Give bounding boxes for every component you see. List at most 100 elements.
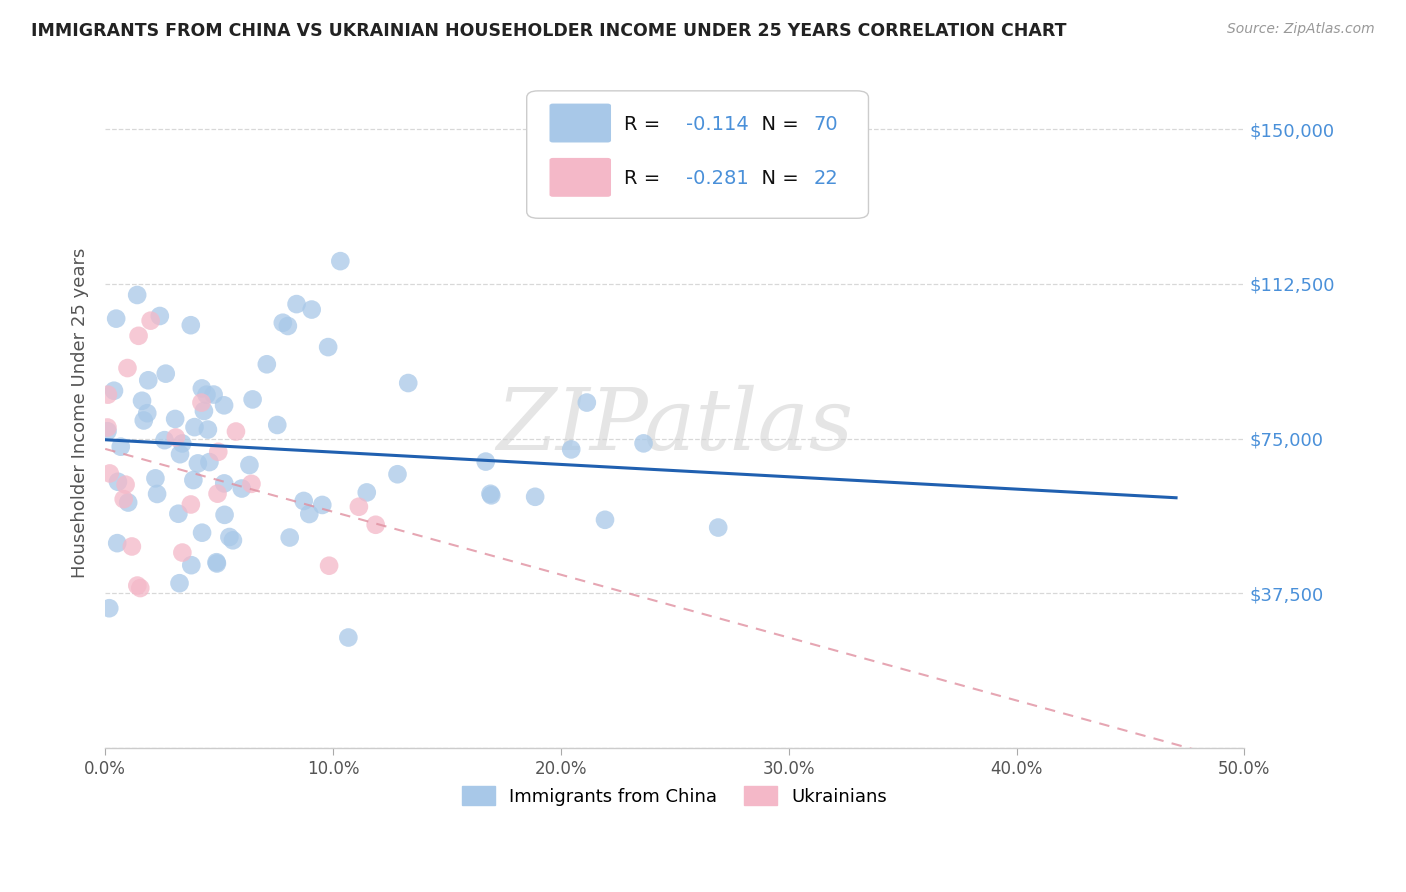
Point [198, 455, 221, 469]
Point [172, 545, 194, 559]
Point [112, 492, 135, 507]
Point [212, 476, 235, 491]
Point [205, 555, 228, 569]
Point [190, 395, 212, 409]
Point [207, 445, 229, 459]
FancyBboxPatch shape [550, 103, 612, 143]
Point [633, 436, 655, 450]
Point [128, 328, 150, 343]
Text: -0.114: -0.114 [686, 115, 749, 134]
Point [238, 458, 260, 472]
Point [218, 530, 240, 544]
Point [195, 387, 218, 401]
Point [240, 476, 263, 491]
Point [114, 477, 136, 491]
Point [183, 420, 205, 434]
Point [139, 313, 162, 327]
Point [180, 318, 202, 333]
Point [136, 373, 159, 387]
Point [96, 420, 118, 434]
Text: R =: R = [623, 169, 666, 187]
Text: 22: 22 [814, 169, 838, 187]
Point [356, 485, 378, 500]
Point [169, 447, 191, 461]
Text: R =: R = [623, 115, 666, 134]
Point [256, 357, 278, 371]
Text: Source: ZipAtlas.com: Source: ZipAtlas.com [1227, 22, 1375, 37]
Point [593, 513, 616, 527]
Point [131, 393, 153, 408]
Point [98, 467, 121, 481]
Point [149, 309, 172, 323]
Point [127, 288, 149, 302]
Point [165, 430, 187, 444]
Point [242, 392, 264, 407]
Point [222, 533, 245, 548]
Point [110, 440, 132, 454]
Point [136, 406, 159, 420]
Point [277, 318, 299, 333]
Point [132, 413, 155, 427]
Point [337, 631, 360, 645]
Point [207, 486, 229, 500]
Point [169, 576, 191, 591]
Text: IMMIGRANTS FROM CHINA VS UKRAINIAN HOUSEHOLDER INCOME UNDER 25 YEARS CORRELATION: IMMIGRANTS FROM CHINA VS UKRAINIAN HOUSE… [31, 22, 1066, 40]
Point [121, 540, 143, 554]
Point [153, 433, 176, 447]
Point [197, 423, 219, 437]
Point [107, 475, 129, 489]
Point [180, 498, 202, 512]
Legend: Immigrants from China, Ukrainians: Immigrants from China, Ukrainians [456, 779, 894, 813]
Point [172, 436, 194, 450]
Point [202, 387, 225, 401]
Point [212, 398, 235, 412]
Point [129, 581, 152, 595]
Text: N =: N = [749, 115, 804, 134]
Point [266, 417, 288, 432]
Point [316, 340, 339, 354]
Point [318, 558, 340, 573]
Point [364, 517, 387, 532]
Point [117, 361, 139, 376]
Point [285, 297, 308, 311]
Text: ZIPatlas: ZIPatlas [496, 384, 853, 467]
Point [97, 387, 120, 401]
FancyBboxPatch shape [527, 91, 869, 219]
Point [183, 473, 205, 487]
FancyBboxPatch shape [550, 158, 612, 197]
Point [396, 376, 419, 390]
Point [167, 507, 190, 521]
Text: N =: N = [749, 169, 804, 187]
Text: 70: 70 [814, 115, 838, 134]
Point [127, 578, 149, 592]
Point [479, 487, 502, 501]
Point [347, 500, 370, 514]
Point [205, 557, 228, 571]
Point [292, 494, 315, 508]
Point [387, 467, 409, 482]
Point [298, 507, 321, 521]
Point [155, 367, 177, 381]
Point [165, 412, 187, 426]
Point [524, 490, 547, 504]
Point [96, 424, 118, 438]
Point [145, 471, 167, 485]
Point [329, 254, 352, 268]
Text: -0.281: -0.281 [686, 169, 749, 187]
Point [575, 395, 598, 409]
Point [271, 316, 294, 330]
Point [479, 488, 502, 502]
Y-axis label: Householder Income Under 25 years: Householder Income Under 25 years [72, 248, 89, 578]
Point [180, 558, 202, 573]
Point [103, 384, 125, 398]
Point [214, 508, 236, 522]
Point [311, 498, 333, 512]
Point [105, 311, 128, 326]
Point [707, 520, 730, 534]
Point [98, 601, 121, 615]
Point [474, 454, 496, 468]
Point [225, 425, 247, 439]
Point [560, 442, 582, 457]
Point [117, 495, 139, 509]
Point [146, 487, 169, 501]
